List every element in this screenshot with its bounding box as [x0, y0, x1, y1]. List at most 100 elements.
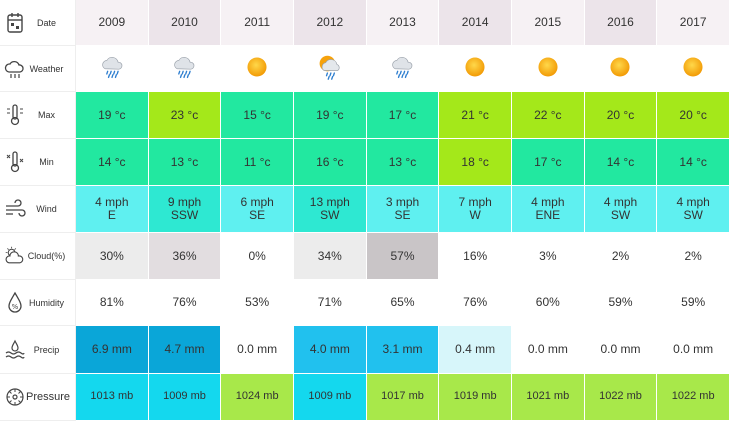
min-temp-cell: 17 °c [511, 139, 585, 186]
row-header-wind: Wind [0, 186, 76, 233]
calendar-icon [4, 10, 26, 36]
precip-cell: 0.0 mm [584, 326, 658, 374]
weather-cell [148, 46, 222, 92]
wind-cell: 4 mph SW [657, 186, 730, 233]
humidity-drop-icon: % [4, 290, 26, 316]
pressure-cell: 1024 mb [221, 374, 294, 421]
humidity-cell: 81% [76, 280, 149, 326]
wind-cell: 13 mph SW [293, 186, 367, 233]
precip-cell: 4.7 mm [148, 326, 222, 374]
row-label-min: Min [39, 157, 54, 167]
svg-text:%: % [12, 303, 19, 311]
cloud-cell: 30% [76, 233, 149, 280]
row-header-precip: Precip [0, 326, 76, 374]
pressure-cell: 1022 mb [584, 374, 658, 421]
wind-cell: 9 mph SSW [148, 186, 222, 233]
wind-speed: 9 mph [167, 195, 202, 210]
year-cell: 2012 [293, 0, 367, 46]
thermometer-cold-icon [4, 149, 26, 175]
precip-cell: 0.4 mm [439, 326, 512, 374]
pressure-cell: 1009 mb [148, 374, 222, 421]
sun-rain-cloud-icon [317, 54, 343, 83]
min-temp-cell: 14 °c [584, 139, 658, 186]
year-cell: 2014 [439, 0, 512, 46]
cloud-cell: 2% [584, 233, 658, 280]
cloud-cell: 2% [657, 233, 730, 280]
pressure-cell: 1013 mb [76, 374, 149, 421]
wind-cell: 6 mph SE [221, 186, 294, 233]
wind-direction: ENE [535, 208, 561, 222]
max-temp-cell: 23 °c [148, 92, 222, 139]
sun-icon [607, 54, 633, 83]
humidity-cell: 59% [657, 280, 730, 326]
wind-direction: SE [394, 208, 411, 222]
wind-direction: W [469, 208, 481, 222]
wind-speed: 4 mph [95, 195, 129, 210]
year-cell: 2017 [657, 0, 730, 46]
precip-cell: 0.0 mm [221, 326, 294, 374]
humidity-cell: 76% [439, 280, 512, 326]
wind-cell: 4 mph ENE [511, 186, 585, 233]
row-label-weather: Weather [29, 63, 64, 74]
sun-icon [535, 54, 561, 83]
wind-speed: 13 mph [309, 195, 350, 210]
max-temp-cell: 22 °c [511, 92, 585, 139]
min-temp-cell: 18 °c [439, 139, 512, 186]
wind-cell: 4 mph E [76, 186, 149, 233]
precip-cell: 4.0 mm [293, 326, 367, 374]
min-temp-cell: 13 °c [366, 139, 440, 186]
pressure-cell: 1022 mb [657, 374, 730, 421]
cloud-rain-icon [4, 56, 26, 82]
cloud-cell: 3% [511, 233, 585, 280]
cloud-cell: 34% [293, 233, 367, 280]
cloud-cell: 57% [366, 233, 440, 280]
min-temp-cell: 14 °c [76, 139, 149, 186]
row-header-max: Max [0, 92, 76, 139]
pressure-cell: 1017 mb [366, 374, 440, 421]
wind-direction: SW [320, 208, 340, 222]
max-temp-cell: 17 °c [366, 92, 440, 139]
max-temp-cell: 20 °c [657, 92, 730, 139]
wind-cell: 3 mph SE [366, 186, 440, 233]
row-label-pressure: Pressure [26, 391, 71, 403]
sun-icon [244, 54, 270, 83]
pressure-cell: 1019 mb [439, 374, 512, 421]
year-cell: 2010 [148, 0, 222, 46]
humidity-cell: 76% [148, 280, 222, 326]
wind-speed: 6 mph [240, 195, 274, 210]
row-header-weather: Weather [0, 46, 76, 92]
rain-cloud-icon [171, 54, 197, 83]
partly-cloudy-icon [4, 243, 26, 269]
precip-cell: 0.0 mm [511, 326, 585, 374]
humidity-cell: 59% [584, 280, 658, 326]
year-cell: 2015 [511, 0, 585, 46]
rain-cloud-icon [99, 54, 125, 83]
row-header-min: Min [0, 139, 76, 186]
row-header-pressure: Pressure [0, 374, 76, 421]
wind-speed: 4 mph [531, 195, 565, 210]
row-label-precip: Precip [33, 344, 60, 355]
cloud-cell: 0% [221, 233, 294, 280]
sun-icon [462, 54, 488, 83]
row-label-max: Max [37, 110, 55, 120]
row-label-date: Date [36, 17, 56, 28]
cloud-cell: 36% [148, 233, 222, 280]
cloud-cell: 16% [439, 233, 512, 280]
pressure-cell: 1009 mb [293, 374, 367, 421]
precip-cell: 6.9 mm [76, 326, 149, 374]
wind-speed: 3 mph [385, 195, 420, 210]
pressure-gauge-icon [4, 384, 26, 410]
wind-cell: 4 mph SW [584, 186, 658, 233]
weather-cell [76, 46, 149, 92]
min-temp-cell: 11 °c [221, 139, 294, 186]
row-header-cloud: Cloud(%) [0, 233, 76, 280]
weather-cell [366, 46, 440, 92]
precip-cell: 3.1 mm [366, 326, 440, 374]
wind-speed: 4 mph [603, 195, 638, 210]
precipitation-waves-icon [4, 337, 26, 363]
max-temp-cell: 19 °c [76, 92, 149, 139]
row-label-cloud: Cloud(%) [27, 251, 66, 261]
pressure-cell: 1021 mb [511, 374, 585, 421]
max-temp-cell: 15 °c [221, 92, 294, 139]
